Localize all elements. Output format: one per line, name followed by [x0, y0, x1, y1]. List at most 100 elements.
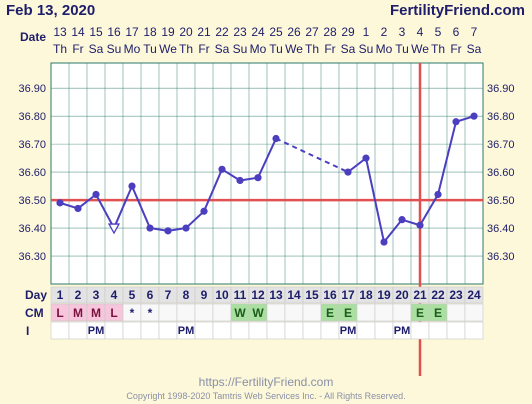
cycle-day-label: 19 [377, 288, 391, 302]
y-tick-label: 36.40 [18, 223, 46, 235]
cycle-day-label: 15 [305, 288, 319, 302]
table-cell [284, 303, 304, 322]
cycle-day-label: 1 [57, 288, 64, 302]
site-name: FertilityFriend.com [390, 2, 525, 19]
date-label: 4 [417, 25, 424, 39]
table-cell [464, 321, 484, 340]
date-label: 15 [89, 25, 103, 39]
weekday-label: Su [107, 42, 122, 56]
weekday-row: Th Fr Sa Su Mo Tu We Th Fr Sa Su Mo Tu We Th Fr Sa Su Mo Tu… [53, 42, 482, 56]
table-cell [50, 321, 70, 340]
y-tick-label: 36.30 [18, 251, 46, 263]
table-cell [68, 321, 88, 340]
date-label: 23 [233, 25, 247, 39]
cm-label: * [148, 306, 153, 320]
temperature-point [56, 199, 64, 207]
temperature-line-segment [131, 185, 151, 229]
weekday-label: Tu [269, 42, 283, 56]
date-label: 5 [435, 25, 442, 39]
date-label: 6 [453, 25, 460, 39]
date-label: 1 [363, 25, 370, 39]
discarded-temperature-point [107, 223, 121, 235]
date-label: 18 [143, 25, 157, 39]
intercourse-label: PM [178, 325, 195, 337]
date-label: 21 [197, 25, 211, 39]
temperature-line-segment [437, 121, 457, 195]
intercourse-label: PM [394, 325, 411, 337]
cycle-day-label: 2 [75, 288, 82, 302]
table-cell [104, 321, 124, 340]
date-label: 19 [161, 25, 175, 39]
date-label: 13 [53, 25, 67, 39]
weekday-label: Fr [324, 42, 335, 56]
temperature-line-segment [365, 157, 385, 243]
temperature-series [56, 112, 478, 246]
table-cell [212, 321, 232, 340]
cm-label: * [130, 306, 135, 320]
footer-url[interactable]: https://FertilityFriend.com [199, 375, 334, 389]
weekday-label: Fr [198, 42, 209, 56]
cm-label: W [234, 306, 246, 320]
date-row: 13 14 15 16 17 18 19 20 21 22 23 24 25 26 27 28 29 1 2 3 4 5 6… [53, 25, 477, 39]
temperature-point [218, 165, 226, 173]
intercourse-row-label: I [26, 324, 29, 338]
y-tick-label: 36.30 [487, 251, 515, 263]
cycle-day-label: 6 [147, 288, 154, 302]
intercourse-label: PM [340, 325, 357, 337]
table-cell [464, 303, 484, 322]
cycle-day-label: 11 [234, 288, 247, 302]
intercourse-label: PM [88, 325, 105, 337]
temperature-point [146, 224, 154, 232]
temperature-line-segment [185, 210, 205, 229]
temperature-point [398, 216, 406, 224]
table-cell [356, 321, 376, 340]
cycle-day-label: 18 [359, 288, 373, 302]
day-row-label: Day [25, 288, 47, 302]
y-tick-label: 36.90 [487, 83, 515, 95]
weekday-label: Sa [89, 42, 104, 56]
table-cell [140, 321, 160, 340]
chart-date-heading: Feb 13, 2020 [6, 2, 95, 19]
weekday-label: Mo [250, 42, 267, 56]
weekday-label: Mo [376, 42, 393, 56]
cycle-day-label: 17 [341, 288, 355, 302]
weekday-label: Mo [124, 42, 141, 56]
cycle-data-table: 1 2 3 4 5 6 7 8 9 10 11 12 13 14 15 16 17 18 19 20 21 22 23 24L… [50, 286, 484, 340]
temperature-line-gap [275, 137, 349, 174]
table-cell [194, 303, 214, 322]
y-tick-label: 36.70 [487, 139, 515, 151]
date-label: 25 [269, 25, 283, 39]
table-cell [266, 321, 286, 340]
table-cell [230, 321, 250, 340]
cm-label: L [110, 306, 117, 320]
temperature-point [416, 221, 424, 229]
cm-label: E [434, 306, 442, 320]
weekday-label: We [285, 42, 303, 56]
weekday-label: Tu [395, 42, 409, 56]
footer-copyright: Copyright 1998-2020 Tamtris Web Services… [126, 391, 405, 401]
table-cell [374, 321, 394, 340]
temperature-point [182, 224, 190, 232]
date-label: 27 [305, 25, 319, 39]
table-cell [266, 303, 286, 322]
y-tick-label: 36.80 [18, 111, 46, 123]
weekday-label: Su [233, 42, 248, 56]
temperature-point [92, 190, 100, 199]
temperature-point [470, 112, 478, 120]
temperature-point [380, 238, 388, 246]
weekday-label: We [411, 42, 429, 56]
cm-label: E [344, 306, 352, 320]
table-cell [446, 303, 466, 322]
cycle-day-label: 7 [165, 288, 172, 302]
temperature-line-segment [347, 157, 367, 173]
y-tick-label: 36.60 [487, 167, 515, 179]
temperature-line-segment [77, 193, 97, 210]
table-cell [446, 321, 466, 340]
temperature-line-segment [383, 219, 403, 243]
temperature-line-segment [419, 193, 439, 226]
y-axis-right: 36.30 36.40 36.50 36.60 36.70 36.80 36.90 [487, 83, 515, 263]
temperature-line-segment [113, 185, 133, 229]
table-cell [194, 321, 214, 340]
temperature-line-segment [257, 138, 277, 179]
